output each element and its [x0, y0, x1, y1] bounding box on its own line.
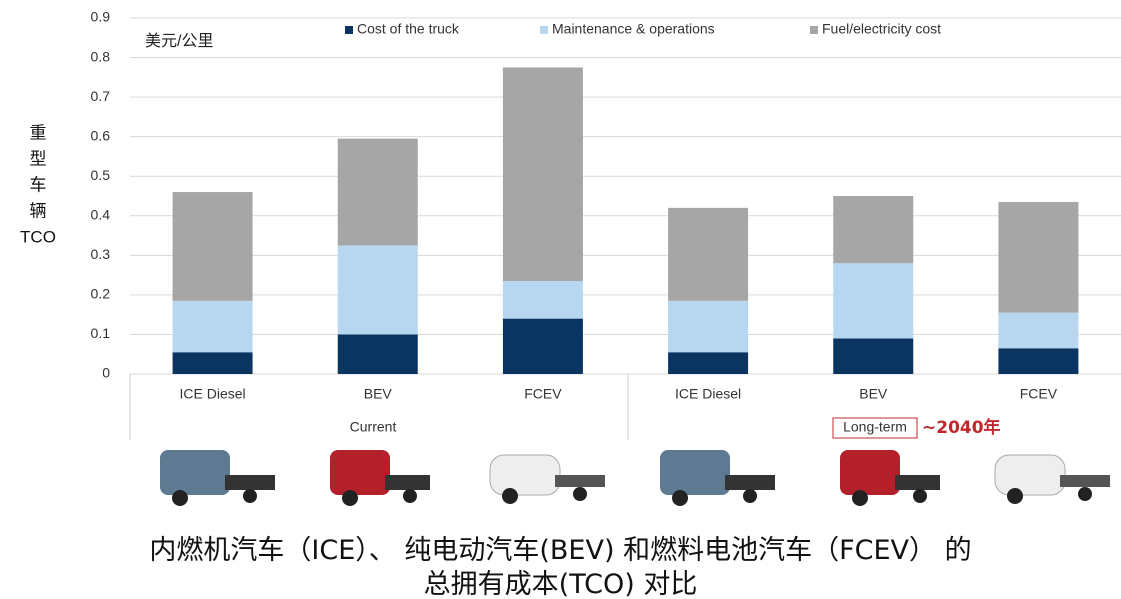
caption-line: 内燃机汽车（ICE）、 纯电动汽车(BEV) 和燃料电池汽车（FCEV） 的: [149, 535, 972, 566]
bar-segment: [337, 138, 418, 246]
bar-segment: [502, 281, 583, 319]
bar-segment: [172, 352, 253, 374]
x-tick-label: FCEV: [1020, 386, 1058, 402]
unit-label: 美元/公里: [145, 32, 213, 50]
bar-segment: [502, 318, 583, 374]
legend-label: Maintenance & operations: [552, 21, 715, 37]
bar-segment: [998, 348, 1079, 374]
y-tick-label: 0.7: [91, 88, 111, 104]
y-tick-label: 0.4: [91, 206, 111, 222]
legend-swatch: [345, 26, 353, 34]
legend-label: Fuel/electricity cost: [822, 21, 941, 37]
legend-swatch: [540, 26, 548, 34]
bar-segment: [337, 334, 418, 374]
x-tick-label: FCEV: [524, 386, 562, 402]
bar-segment: [833, 263, 914, 339]
annotation: ~2040年: [922, 417, 1001, 438]
y-tick-label: 0.2: [91, 286, 111, 302]
group-label: Long-term: [843, 419, 907, 435]
y-tick-label: 0.9: [91, 9, 111, 25]
x-tick-label: ICE Diesel: [180, 386, 246, 402]
y-axis-label: 型: [30, 149, 47, 168]
y-axis-label: 辆: [30, 201, 47, 220]
bar-segment: [668, 300, 749, 353]
caption-line: 总拥有成本(TCO) 对比: [423, 569, 698, 599]
group-label: Current: [350, 419, 397, 435]
x-tick-label: BEV: [859, 386, 888, 402]
y-tick-label: 0.8: [91, 48, 111, 64]
y-tick-label: 0.5: [91, 167, 111, 183]
x-tick-label: ICE Diesel: [675, 386, 741, 402]
bar-segment: [998, 312, 1079, 349]
y-tick-label: 0.1: [91, 325, 111, 341]
bar-segment: [502, 67, 583, 282]
bar-segment: [833, 196, 914, 264]
y-tick-label: 0: [102, 365, 110, 381]
legend-label: Cost of the truck: [357, 21, 460, 37]
x-tick-label: BEV: [364, 386, 393, 402]
y-axis-label: 重: [30, 123, 47, 142]
bar-segment: [833, 338, 914, 374]
bar-segment: [337, 245, 418, 335]
bar-segment: [668, 352, 749, 374]
y-tick-label: 0.3: [91, 246, 111, 262]
y-axis-label: 车: [30, 175, 47, 194]
bar-segment: [172, 192, 253, 301]
bar-segment: [668, 207, 749, 301]
y-tick-label: 0.6: [91, 127, 111, 143]
truck-illustrations: [160, 450, 1110, 506]
bar-segment: [172, 300, 253, 353]
bar-segment: [998, 201, 1079, 313]
label-box: [832, 417, 918, 439]
y-axis-label: TCO: [20, 227, 56, 246]
chart: 美元/公里 Current Long-term ~2040年 0 0.1 0.2 0.…: [20, 9, 1121, 506]
legend-swatch: [810, 26, 818, 34]
